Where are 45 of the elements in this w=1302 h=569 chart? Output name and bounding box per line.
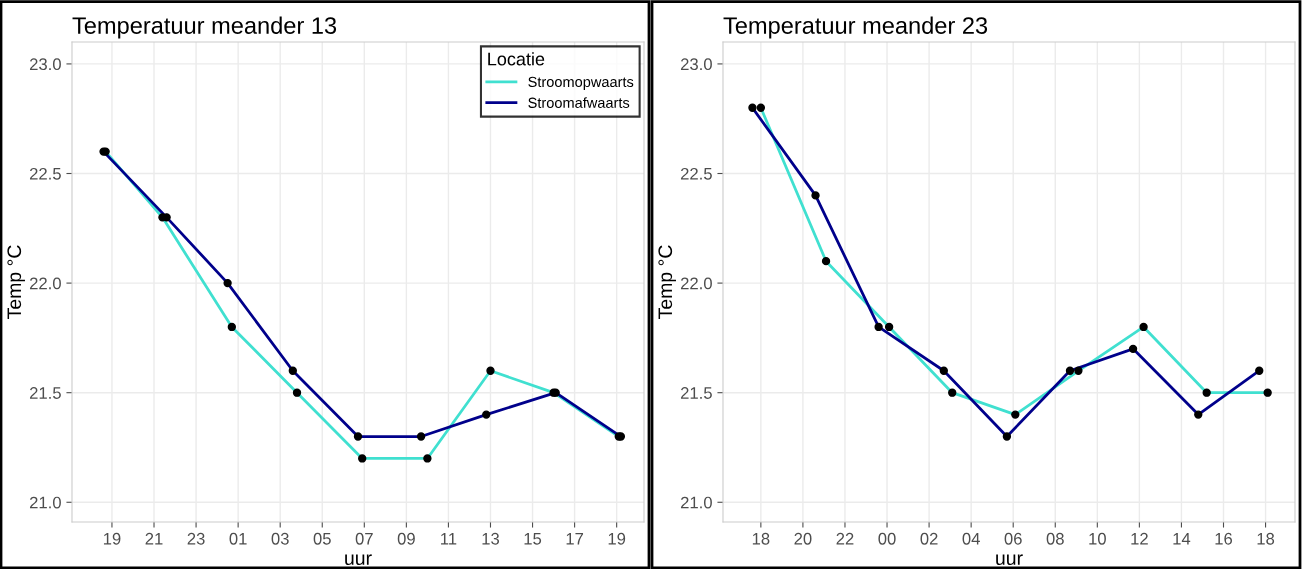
x-tick-label: 11 — [441, 533, 457, 545]
x-tick-label: 01 — [229, 532, 247, 545]
y-tick-label: 22.5 — [29, 167, 61, 180]
y-tick-label: 23.0 — [680, 58, 712, 71]
legend-label: Stroomopwaarts — [528, 76, 634, 90]
legend-label: Stroomafwaarts — [528, 97, 630, 108]
y-axis-title: Temp °C — [658, 245, 676, 319]
x-tick-label: 05 — [313, 532, 331, 545]
x-tick-label: 15 — [524, 533, 542, 545]
x-tick-label: 13 — [482, 532, 500, 545]
y-tick-label: 21.0 — [29, 496, 61, 509]
x-tick-label: 02 — [920, 532, 938, 545]
x-tick-label: 19 — [103, 532, 121, 545]
x-tick-label: 22 — [836, 532, 854, 545]
x-tick-label: 10 — [1089, 532, 1106, 545]
x-tick-label: 19 — [608, 532, 626, 545]
x-tick-label: 14 — [1173, 533, 1191, 545]
y-tick-label: 22.0 — [29, 277, 61, 290]
x-tick-label: 21 — [145, 532, 163, 545]
x-tick-label: 07 — [355, 532, 373, 545]
y-axis-title: Temp °C — [7, 245, 25, 319]
x-tick-label: 20 — [794, 532, 812, 545]
x-tick-label: 17 — [566, 533, 584, 545]
chart-title: Temperatuur meander 23 — [723, 16, 988, 39]
y-tick-label: 21.5 — [680, 387, 712, 399]
x-tick-label: 18 — [1257, 532, 1275, 545]
x-axis-title: uur — [996, 554, 1023, 566]
x-axis-title: uur — [345, 554, 372, 566]
chart-title: Temperatuur meander 13 — [72, 16, 337, 39]
legend-title: Locatie — [488, 52, 545, 66]
y-tick-label: 22.5 — [680, 167, 712, 180]
x-tick-label: 00 — [878, 532, 896, 545]
x-tick-label: 09 — [397, 532, 415, 545]
y-tick-label: 21.0 — [680, 496, 712, 509]
x-tick-label: 06 — [1004, 532, 1022, 545]
x-tick-label: 03 — [271, 532, 289, 545]
y-tick-label: 21.5 — [29, 387, 61, 399]
x-tick-label: 04 — [962, 532, 980, 545]
y-tick-label: 22.0 — [680, 277, 712, 290]
x-tick-label: 23 — [187, 532, 205, 545]
y-tick-label: 23.0 — [29, 58, 61, 71]
x-tick-label: 12 — [1131, 532, 1148, 545]
x-tick-label: 18 — [752, 532, 770, 545]
x-tick-label: 16 — [1215, 532, 1233, 545]
x-tick-label: 08 — [1046, 532, 1064, 545]
